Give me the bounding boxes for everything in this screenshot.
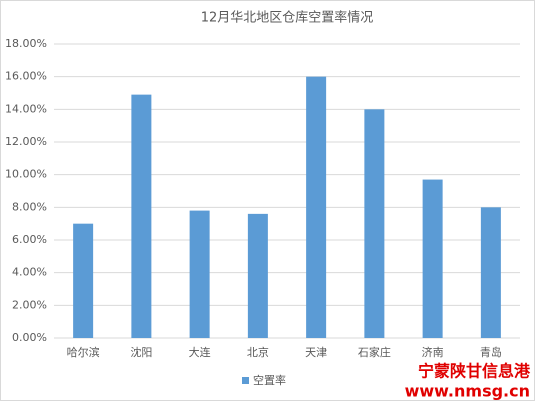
x-tick-label: 沈阳: [130, 345, 152, 359]
bar: [422, 179, 443, 338]
y-tick-label: 12.00%: [5, 135, 47, 148]
bar: [480, 207, 501, 338]
y-tick-label: 14.00%: [5, 102, 47, 115]
y-tick-label: 8.00%: [12, 200, 47, 213]
y-tick-label: 6.00%: [12, 233, 47, 246]
x-tick-label: 天津: [305, 346, 327, 359]
watermark-name: 宁蒙陕甘信息港: [418, 362, 531, 381]
x-tick-label: 青岛: [480, 345, 502, 359]
y-tick-label: 16.00%: [5, 70, 47, 83]
x-tick-label: 北京: [247, 345, 269, 359]
chart-title: 12月华北地区仓库空置率情况: [201, 10, 374, 26]
x-tick-label: 哈尔滨: [67, 345, 100, 359]
y-tick-label: 10.00%: [5, 168, 47, 181]
watermark-url: www.nmsg.cn: [405, 382, 530, 401]
x-tick-label: 石家庄: [358, 345, 391, 359]
bar: [306, 76, 327, 339]
bar: [364, 109, 385, 338]
x-tick-label: 大连: [189, 345, 211, 359]
y-tick-label: 2.00%: [12, 298, 47, 311]
y-tick-label: 4.00%: [12, 266, 47, 279]
legend-label: 空置率: [253, 373, 286, 387]
x-tick-label: 济南: [422, 345, 444, 359]
bar: [189, 210, 210, 338]
bar: [73, 223, 94, 338]
legend-swatch: [242, 377, 249, 384]
y-tick-label: 18.00%: [5, 37, 47, 50]
y-tick-label: 0.00%: [12, 331, 47, 344]
bar: [247, 213, 268, 338]
bar: [131, 94, 152, 338]
